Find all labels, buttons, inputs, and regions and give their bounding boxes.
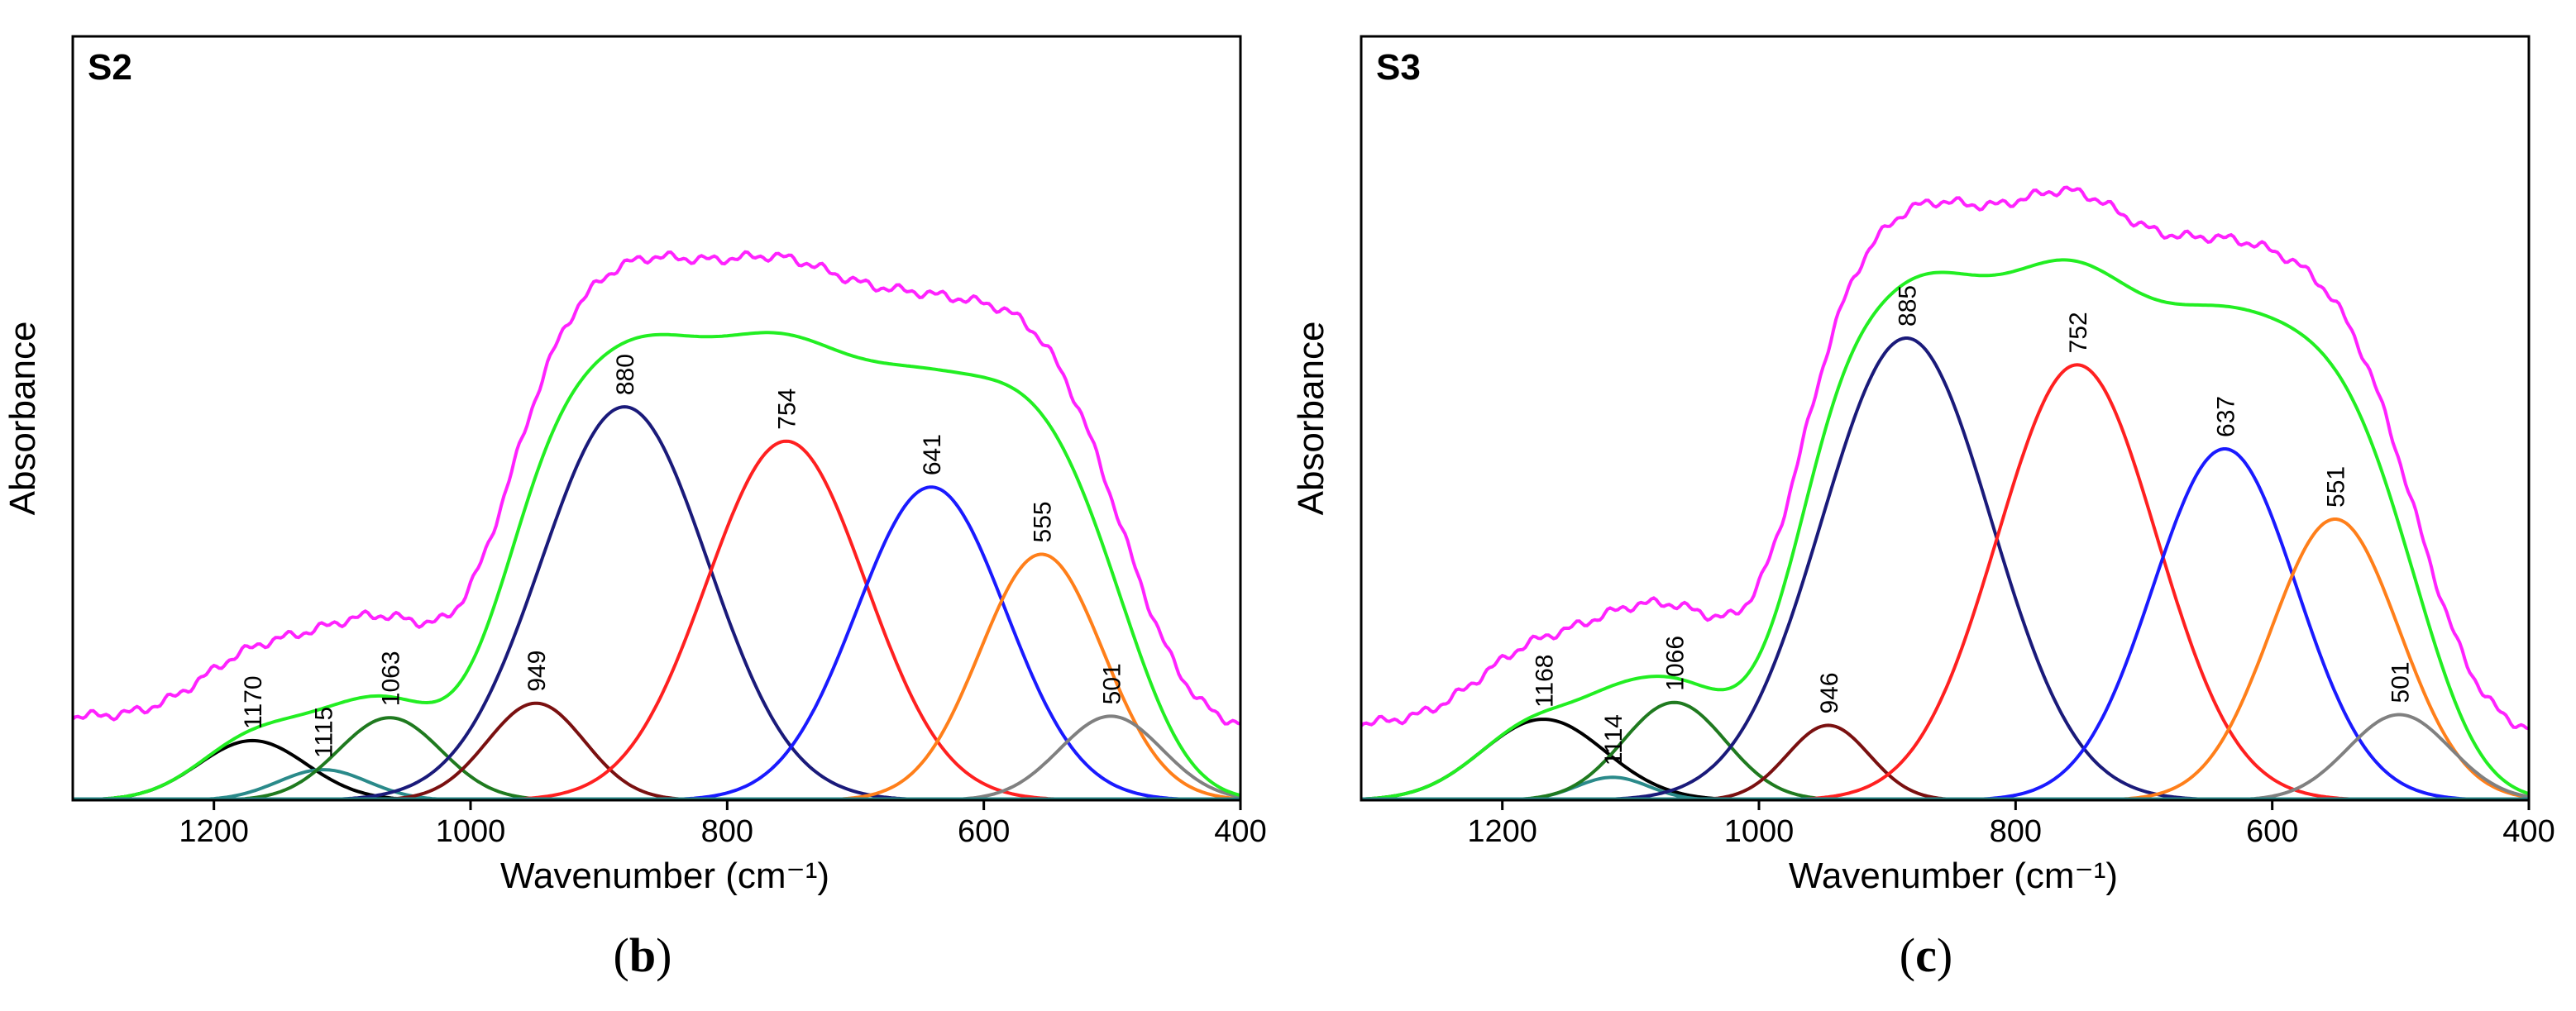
fitted-sum-curve: [73, 331, 1240, 800]
peak-label-752: 752: [2065, 312, 2092, 353]
panel-letter-b-text: b: [628, 928, 657, 982]
peak-label-880: 880: [612, 354, 639, 395]
plot-area: [73, 250, 1240, 800]
peak-label-1170: 1170: [240, 675, 267, 729]
band-curve-1168: [1361, 718, 2529, 800]
peak-label-551: 551: [2323, 466, 2350, 508]
x-axis-label: Wavenumber (cm⁻¹): [1789, 856, 2118, 896]
chart-svg-c: 1168 1114 1066 946 885 752 637 551 501 1200 1000 80…: [1291, 35, 2555, 896]
band-curve-949: [73, 701, 1240, 800]
peak-label-949: 949: [523, 651, 551, 692]
x-tick-label-400: 400: [2502, 814, 2554, 849]
plot-frame: [71, 35, 1242, 802]
peak-label-641: 641: [919, 434, 946, 475]
x-tick-label-1200: 1200: [1467, 814, 1537, 849]
band-curve-641: [73, 485, 1240, 800]
chart-panel-b: 1170 1115 1063 949 880 754 641 555 501 1200 1000 80…: [2, 35, 1267, 982]
panel-letter-b: (b): [613, 928, 672, 982]
y-axis-label: Absorbance: [1291, 322, 1331, 516]
peak-label-501: 501: [2387, 661, 2414, 703]
band-curve-946: [1361, 723, 2529, 800]
band-curve-1066: [1361, 700, 2529, 800]
x-tick-label-1200: 1200: [179, 814, 249, 849]
y-axis-label: Absorbance: [2, 322, 43, 516]
x-axis-label: Wavenumber (cm⁻¹): [500, 856, 829, 896]
band-curve-501: [1361, 713, 2529, 800]
sample-label: S3: [1376, 47, 1421, 88]
chart-panel-c: 1168 1114 1066 946 885 752 637 551 501 1200 1000 80…: [1288, 0, 2576, 1011]
peak-label-1115: 1115: [311, 707, 338, 758]
band-curve-637: [1361, 447, 2529, 800]
x-tick-label-1000: 1000: [436, 814, 506, 849]
peak-label-754: 754: [774, 389, 801, 430]
band-curve-551: [1361, 517, 2529, 800]
x-tick-label-600: 600: [2246, 814, 2298, 849]
x-tick-label-800: 800: [701, 814, 753, 849]
band-curve-1115: [73, 768, 1240, 800]
panel-letter-c: (c): [1899, 928, 1953, 982]
x-tick-label-600: 600: [958, 814, 1010, 849]
peak-label-1066: 1066: [1662, 636, 1689, 691]
peak-label-501: 501: [1098, 663, 1126, 704]
x-tick-label-800: 800: [1990, 814, 2042, 849]
experimental-curve: [1361, 185, 2529, 731]
chart-svg-b: 1170 1115 1063 949 880 754 641 555 501 1200 1000 80…: [2, 35, 1267, 896]
peak-label-555: 555: [1029, 501, 1056, 542]
band-curve-501: [73, 714, 1240, 800]
band-curve-555: [73, 552, 1240, 800]
x-tick-label-400: 400: [1214, 814, 1266, 849]
band-curve-1170: [73, 738, 1240, 800]
band-curve-1063: [73, 716, 1240, 800]
panel-letter-c-text: c: [1915, 928, 1937, 982]
x-tick-label-1000: 1000: [1724, 814, 1795, 849]
peak-label-946: 946: [1816, 672, 1843, 713]
fitted-sum-curve: [1361, 258, 2529, 800]
peak-label-885: 885: [1894, 285, 1921, 327]
band-curve-752: [1361, 363, 2529, 800]
peak-label-1114: 1114: [1600, 714, 1627, 765]
sample-label: S2: [88, 47, 132, 88]
experimental-curve: [73, 250, 1240, 726]
band-curve-754: [73, 439, 1240, 800]
plot-frame: [1360, 35, 2531, 802]
peak-label-1063: 1063: [377, 651, 404, 706]
peak-label-637: 637: [2212, 396, 2239, 437]
peak-label-1168: 1168: [1531, 655, 1558, 708]
